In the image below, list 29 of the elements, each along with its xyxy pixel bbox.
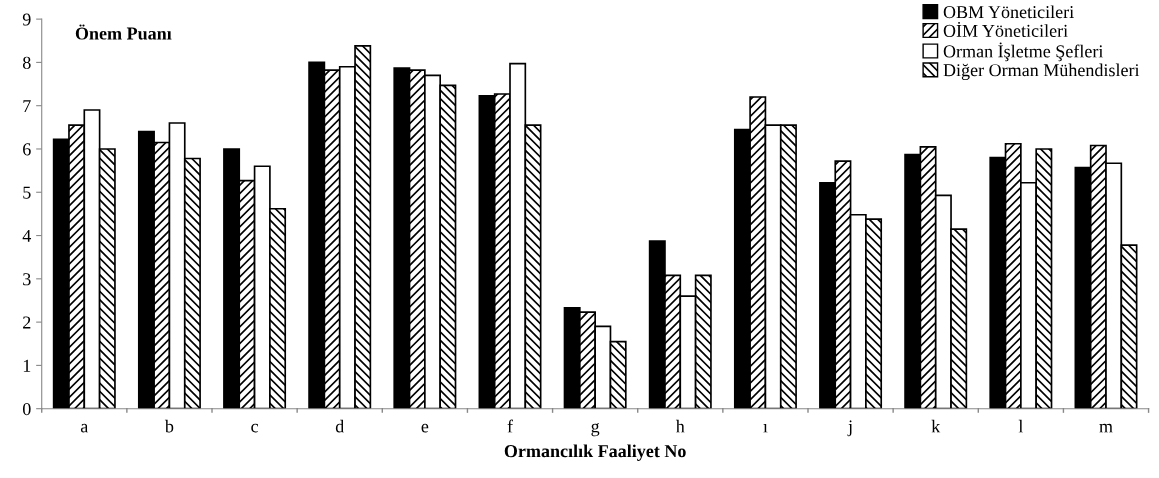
x-tick-label: e (421, 423, 429, 433)
legend-label: Orman İşletme Şefleri (943, 42, 1104, 62)
y-tick-label: 2 (23, 316, 31, 329)
x-tick-label: l (1018, 419, 1023, 433)
x-tick-label: k (931, 419, 941, 433)
y-tick-label: 9 (22, 13, 31, 26)
legend-label: OİM Yöneticileri (943, 21, 1068, 37)
x-tick-label: b (164, 419, 174, 433)
legend-label: Diğer Orman Mühendisleri (943, 63, 1140, 81)
legend-label: OBM Yöneticileri (943, 5, 1074, 19)
x-axis-title: Ormancılık Faaliyet No (504, 444, 686, 461)
x-tick-label: c (251, 423, 259, 433)
x-tick-label: h (675, 419, 685, 433)
y-tick-label: 7 (23, 100, 31, 112)
x-tick-label: g (591, 423, 600, 437)
y-tick-label: 8 (22, 56, 31, 69)
y-tick-label: 3 (23, 273, 31, 286)
y-tick-label: 6 (23, 143, 31, 156)
x-tick-label: a (80, 423, 89, 433)
y-tick-label: 0 (22, 402, 31, 416)
y-tick-label: 1 (23, 359, 31, 372)
x-tick-label: j (847, 420, 852, 437)
x-tick-label: ı (763, 424, 768, 433)
y-tick-label: 4 (22, 229, 32, 242)
x-tick-label: m (1099, 423, 1113, 433)
x-tick-label: f (507, 419, 514, 433)
y-tick-label: 5 (23, 186, 31, 199)
x-tick-label: d (335, 419, 345, 433)
y-axis-title: Önem Puanı (75, 24, 172, 40)
